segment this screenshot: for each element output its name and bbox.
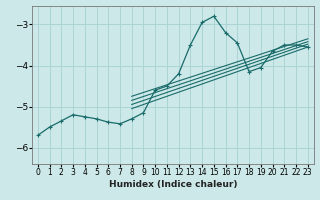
X-axis label: Humidex (Indice chaleur): Humidex (Indice chaleur) xyxy=(108,180,237,189)
